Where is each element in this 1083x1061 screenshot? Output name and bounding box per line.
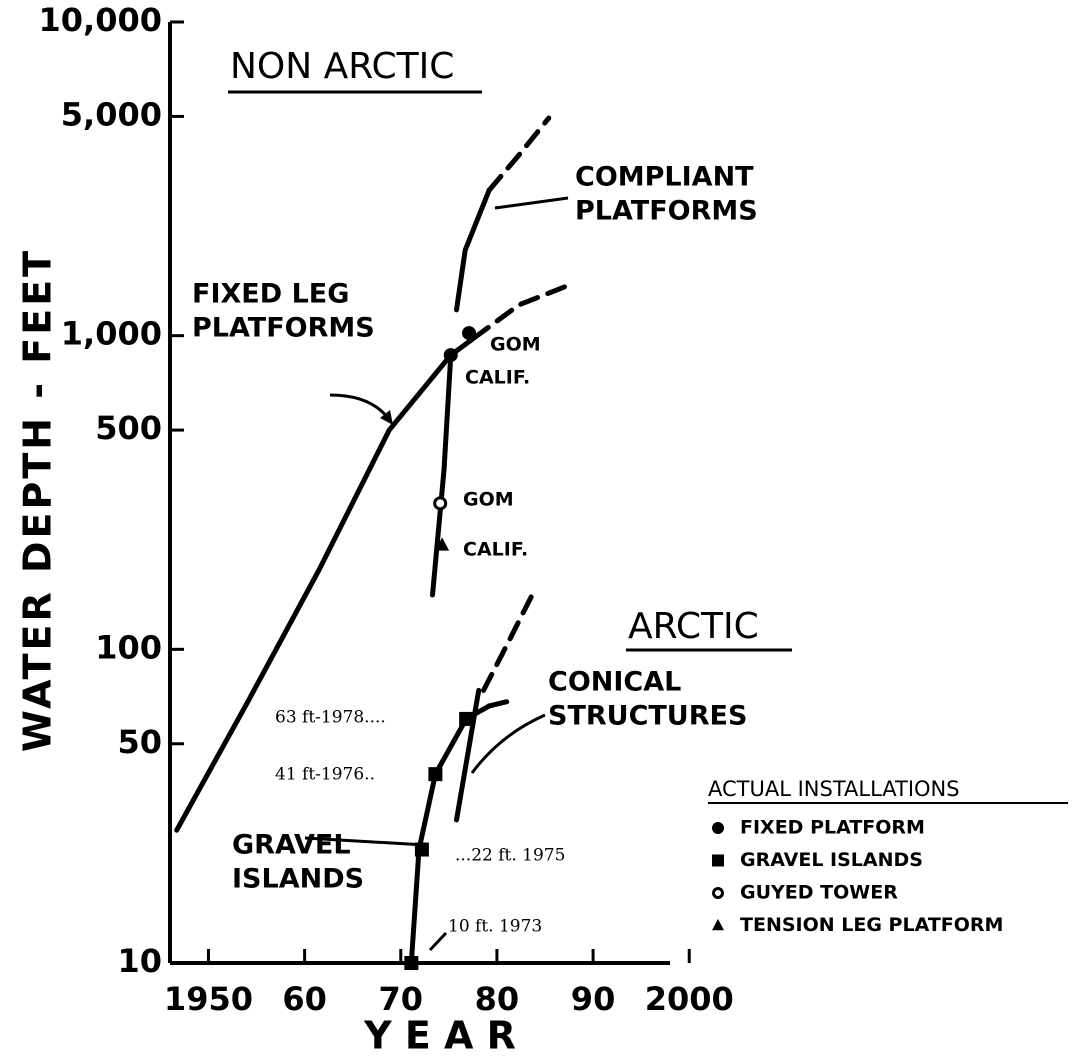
y-tick-label: 1,000 — [61, 315, 162, 353]
annotation: CALIF. — [463, 539, 528, 561]
region-label: NON ARCTIC — [230, 46, 454, 87]
marker — [459, 711, 474, 726]
annotation: 63 ft-1978.... — [275, 708, 386, 728]
marker — [462, 326, 477, 341]
x-tick-label: 2000 — [645, 980, 734, 1018]
annotation: ISLANDS — [232, 864, 364, 895]
arrow — [304, 836, 426, 847]
annotation: CONICAL — [548, 667, 681, 698]
annotation: PLATFORMS — [192, 313, 375, 344]
legend-marker — [712, 887, 724, 899]
y-tick-label: 500 — [95, 409, 162, 447]
legend-label: GUYED TOWER — [740, 882, 898, 904]
annotation: COMPLIANT — [575, 162, 754, 193]
marker — [404, 956, 419, 970]
annotation: GOM — [490, 334, 541, 356]
arrowhead — [380, 410, 393, 425]
marker — [443, 348, 458, 363]
curve — [486, 115, 552, 193]
legend-label: TENSION LEG PLATFORM — [740, 914, 1003, 936]
x-tick-label: 90 — [571, 980, 616, 1018]
marker — [435, 537, 450, 551]
legend-label: FIXED PLATFORM — [740, 817, 925, 839]
curve — [174, 335, 477, 833]
y-tick-label: 100 — [95, 628, 162, 666]
annotation: 41 ft-1976.. — [275, 765, 375, 785]
x-tick-label: 1950 — [164, 980, 253, 1018]
legend-marker — [712, 918, 724, 931]
legend-title: ACTUAL INSTALLATIONS — [708, 777, 960, 801]
region-label: ARCTIC — [628, 606, 759, 647]
y-tick-label: 10 — [117, 942, 162, 980]
annotation: GOM — [463, 489, 514, 511]
arrow — [428, 931, 448, 952]
y-tick-label: 10,000 — [39, 1, 162, 39]
y-tick-label: 50 — [117, 723, 162, 761]
curve — [454, 687, 482, 823]
legend-label: GRAVEL ISLANDS — [740, 849, 923, 871]
y-tick-label: 5,000 — [61, 95, 162, 133]
arrow — [494, 196, 569, 210]
legend-marker — [712, 854, 724, 867]
annotation: GRAVEL — [232, 830, 351, 861]
curve — [481, 588, 537, 693]
curve — [454, 187, 492, 313]
x-tick-label: 60 — [282, 980, 327, 1018]
annotation: ...22 ft. 1975 — [455, 846, 565, 866]
arrow — [470, 713, 546, 774]
x-tick-label: 80 — [475, 980, 520, 1018]
annotation: 10 ft. 1973 — [448, 917, 542, 937]
arrow — [329, 393, 390, 419]
annotation: CALIF. — [465, 367, 530, 389]
marker — [428, 767, 443, 782]
curve — [430, 352, 454, 598]
legend-marker — [712, 822, 724, 834]
annotation: PLATFORMS — [575, 196, 758, 227]
annotation: STRUCTURES — [548, 701, 747, 732]
annotation: FIXED LEG — [192, 279, 349, 310]
marker — [414, 842, 429, 857]
curve — [471, 282, 572, 341]
curve — [486, 697, 517, 709]
y-axis-label: WATER DEPTH - FEET — [16, 248, 60, 752]
x-axis-label: Y E A R — [363, 1014, 516, 1058]
marker — [433, 496, 448, 511]
x-tick-label: 70 — [379, 980, 424, 1018]
